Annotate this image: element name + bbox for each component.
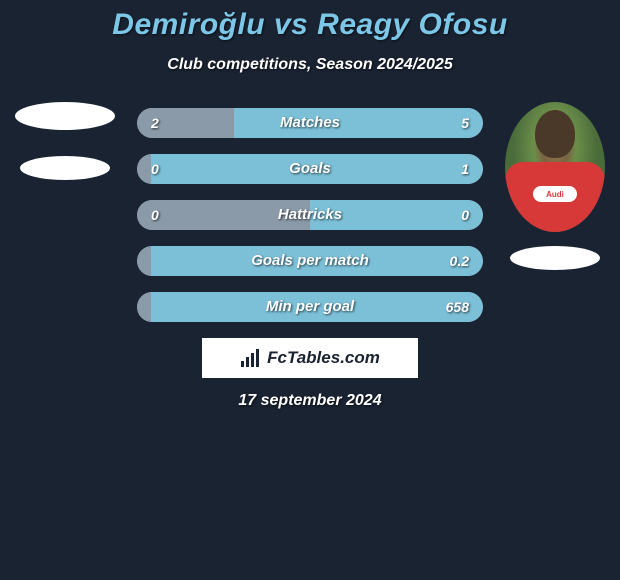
player-right-column: Audi [500, 102, 610, 296]
player-right-avatar: Audi [505, 102, 605, 232]
bar-row: Matches2 5 [137, 108, 483, 138]
page-title: Demiroğlu vs Reagy Ofosu [0, 8, 620, 42]
brand-text: FcTables.com [267, 348, 380, 368]
brand-badge: FcTables.com [202, 338, 418, 378]
bar-value-right: 5 [461, 108, 469, 138]
brand-bars-icon [240, 349, 262, 367]
date-text: 17 september 2024 [0, 392, 620, 410]
bar-value-left: 2 [151, 108, 159, 138]
player-right-sponsor: Audi [533, 186, 577, 202]
player-right-shirt: Audi [505, 162, 605, 232]
player-left-column [10, 102, 120, 206]
bar-row: Hattricks0 0 [137, 200, 483, 230]
bar-label: Min per goal [137, 292, 483, 322]
bar-row: Goals0 1 [137, 154, 483, 184]
bar-value-right: 0.2 [450, 246, 469, 276]
player-right-placeholder [510, 246, 600, 270]
player-left-placeholder-1 [15, 102, 115, 130]
bar-label: Hattricks [137, 200, 483, 230]
bar-value-right: 658 [446, 292, 469, 322]
comparison-card: Demiroğlu vs Reagy Ofosu Club competitio… [0, 0, 620, 410]
bar-value-left: 0 [151, 154, 159, 184]
content-area: Audi Matches25Goals01Hattricks00Goals pe… [0, 102, 620, 410]
bar-label: Matches [137, 108, 483, 138]
bar-value-left: 0 [151, 200, 159, 230]
bar-value-right: 1 [461, 154, 469, 184]
bar-row: Min per goal658 [137, 292, 483, 322]
comparison-chart: Matches25Goals01Hattricks00Goals per mat… [137, 102, 483, 322]
bar-value-right: 0 [461, 200, 469, 230]
bar-label: Goals per match [137, 246, 483, 276]
season-subtitle: Club competitions, Season 2024/2025 [0, 56, 620, 74]
bar-label: Goals [137, 154, 483, 184]
bar-row: Goals per match0.2 [137, 246, 483, 276]
player-left-placeholder-2 [20, 156, 110, 180]
player-right-face [535, 110, 575, 158]
